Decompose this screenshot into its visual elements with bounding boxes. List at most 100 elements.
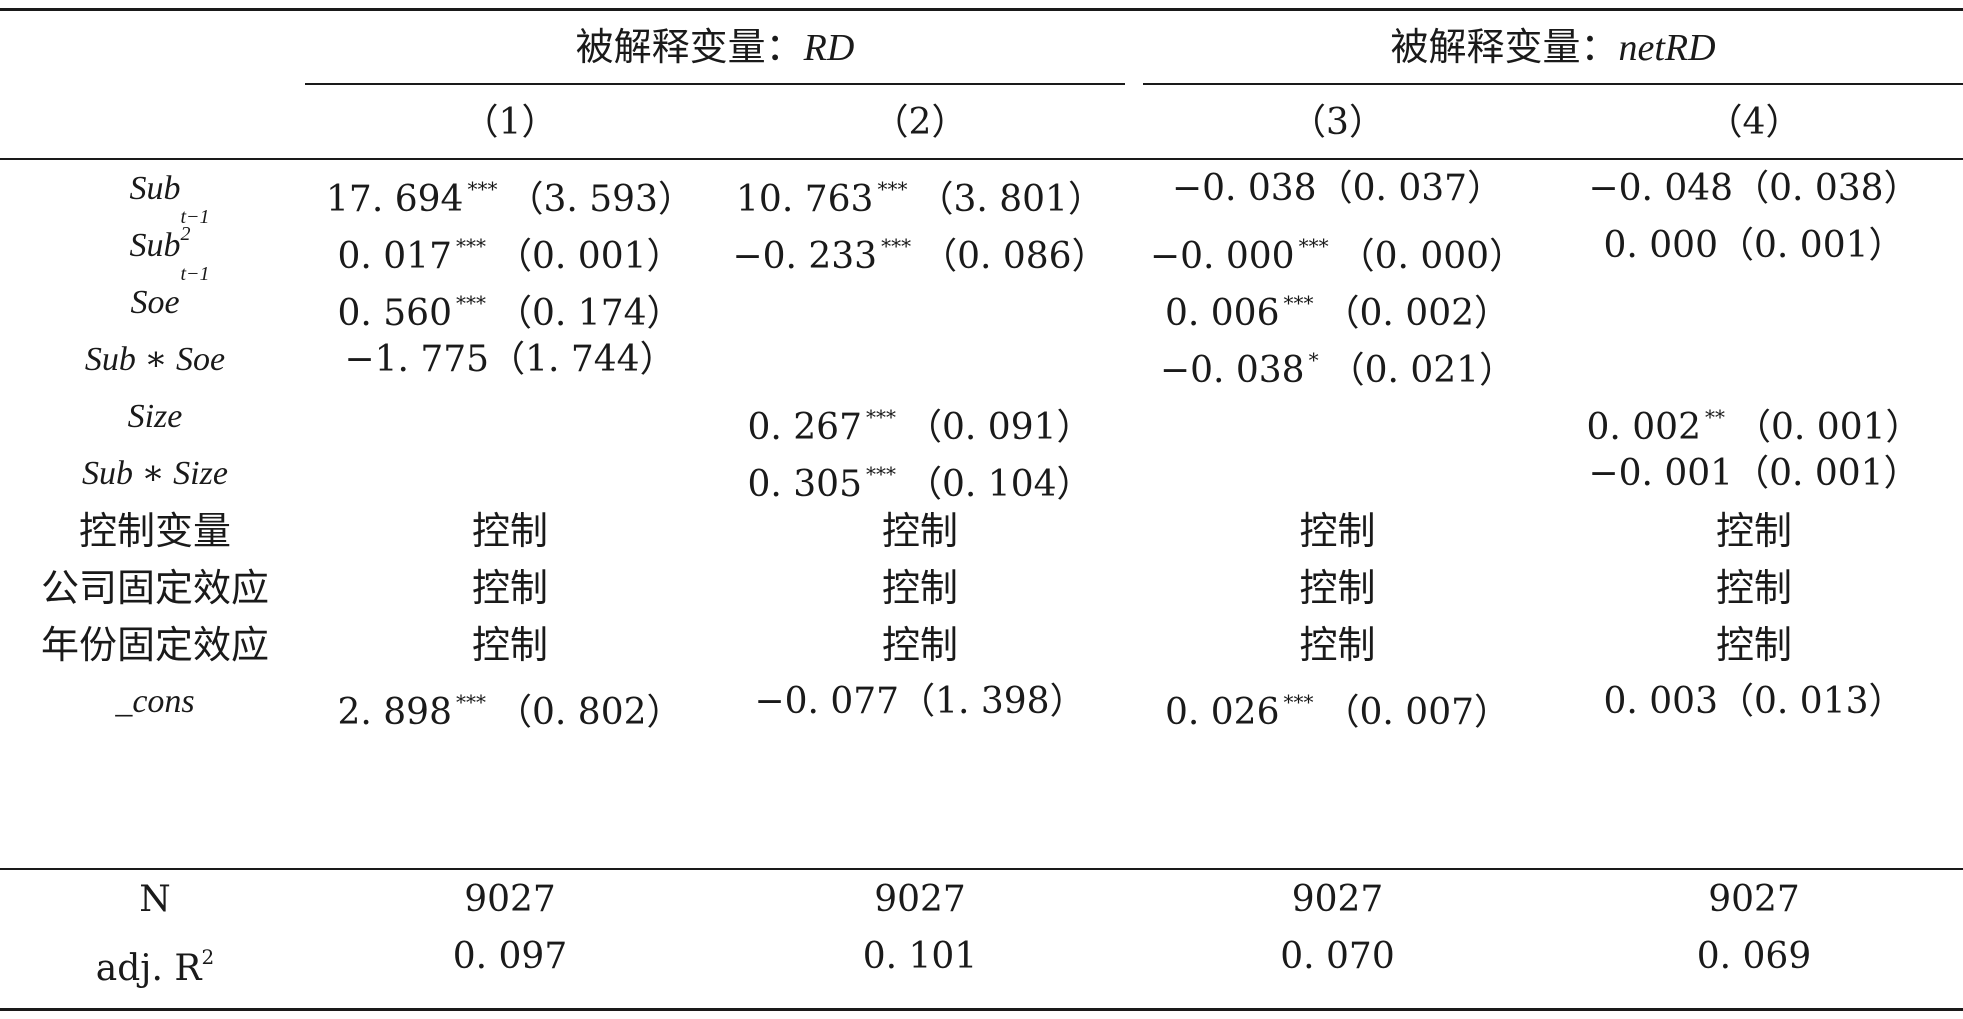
cell-coef: 控制 bbox=[1715, 623, 1792, 667]
table-cell: 控制 bbox=[305, 610, 715, 680]
col-header-2: （2） bbox=[872, 102, 968, 143]
table-cell: 控制 bbox=[305, 553, 715, 623]
cell-se: （3. 593） bbox=[507, 179, 694, 220]
col-header-1: （1） bbox=[462, 102, 558, 143]
cell-se: （0. 001） bbox=[1733, 453, 1920, 494]
cell-coef: 控制 bbox=[881, 623, 958, 667]
group-header-netrd: 被解释变量：netRD bbox=[1143, 12, 1963, 82]
table-cell: −0. 038（0. 037） bbox=[1130, 154, 1545, 224]
cell-coef: 17. 694 bbox=[326, 179, 464, 220]
cell-se: （0. 037） bbox=[1316, 168, 1504, 209]
footer-label-sup: 2 bbox=[201, 945, 215, 969]
cell-stars: * bbox=[1308, 348, 1319, 372]
table-cell: −0. 077（1. 398） bbox=[715, 667, 1125, 737]
cell-coef: 0. 003 bbox=[1603, 681, 1718, 722]
bottom-rule bbox=[0, 1008, 1963, 1011]
table-cell: 控制 bbox=[1545, 610, 1963, 680]
table-cell: 控制 bbox=[305, 496, 715, 566]
table-cell: −0. 038 * （0. 021） bbox=[1130, 325, 1545, 395]
cell-coef: −0. 000 bbox=[1149, 236, 1295, 277]
table-cell: 2. 898 *** （0. 802） bbox=[305, 667, 715, 737]
table-cell: 控制 bbox=[1545, 496, 1963, 566]
table-cell: 控制 bbox=[715, 553, 1125, 623]
table-cell: 0. 026 *** （0. 007） bbox=[1130, 667, 1545, 737]
table-cell: 控制 bbox=[1130, 496, 1545, 566]
table-cell: 0. 560 *** （0. 174） bbox=[305, 268, 715, 338]
cell-coef: −1. 775 bbox=[344, 339, 490, 380]
cell-coef: 控制 bbox=[1715, 509, 1792, 553]
cell-se: （0. 104） bbox=[906, 464, 1093, 505]
footer-label: N bbox=[0, 865, 310, 935]
table-cell: 10. 763 *** （3. 801） bbox=[715, 154, 1125, 224]
row-label-sub: t−1 bbox=[180, 206, 210, 228]
cell-coef: 0. 002 bbox=[1586, 407, 1701, 448]
cell-coef: 0. 560 bbox=[337, 293, 452, 334]
row-label-text: 公司固定效应 bbox=[40, 566, 269, 610]
table-cell: 控制 bbox=[1545, 553, 1963, 623]
cell-coef: −0. 048 bbox=[1588, 168, 1734, 209]
footer-label-text: N bbox=[139, 879, 171, 920]
cell-stars: *** bbox=[467, 177, 498, 201]
table-cell: −1. 775（1. 744） bbox=[305, 325, 715, 395]
footer-cell: 9027 bbox=[1291, 879, 1384, 920]
table-cell: 控制 bbox=[715, 496, 1125, 566]
cell-coef: 0. 000 bbox=[1603, 225, 1718, 266]
row-label: Size bbox=[0, 382, 310, 452]
cell-se: （1. 398） bbox=[899, 681, 1086, 722]
cell-coef: 控制 bbox=[471, 509, 548, 553]
cell-coef: 控制 bbox=[881, 566, 958, 610]
cell-coef: 控制 bbox=[471, 623, 548, 667]
row-label: _cons bbox=[0, 667, 310, 737]
row-label: 年份固定效应 bbox=[0, 610, 310, 680]
group-header-prefix: 被解释变量： bbox=[575, 25, 804, 69]
cell-se: （0. 802） bbox=[496, 692, 683, 733]
col-header-4: （4） bbox=[1706, 102, 1802, 143]
cell-coef: 控制 bbox=[471, 566, 548, 610]
table-cell: −0. 001（0. 001） bbox=[1545, 439, 1963, 509]
cell-coef: 控制 bbox=[1715, 566, 1792, 610]
cell-coef: 0. 267 bbox=[747, 407, 862, 448]
cell-se: （1. 744） bbox=[489, 339, 676, 380]
cell-stars: *** bbox=[877, 177, 908, 201]
cell-coef: 控制 bbox=[881, 509, 958, 553]
footer-cell: 0. 070 bbox=[1280, 936, 1395, 977]
cell-se: （0. 001） bbox=[496, 236, 683, 277]
group1-underline bbox=[305, 83, 1125, 85]
col-header-3: （3） bbox=[1290, 102, 1385, 143]
table-cell: 0. 267 *** （0. 091） bbox=[715, 382, 1125, 452]
table-cell: −0. 000 *** （0. 000） bbox=[1130, 211, 1545, 281]
cell-stars: *** bbox=[1283, 690, 1314, 714]
row-label-text: Sub t−1 bbox=[130, 154, 210, 228]
table-cell: 0. 305 *** （0. 104） bbox=[715, 439, 1125, 509]
row-label: Soe bbox=[0, 268, 310, 338]
cell-se: （0. 007） bbox=[1323, 692, 1511, 733]
cell-coef: −0. 077 bbox=[754, 681, 900, 722]
row-label-text: Soe bbox=[130, 284, 180, 321]
row-label-text: 控制变量 bbox=[78, 509, 231, 553]
cell-coef: −0. 038 bbox=[1159, 350, 1305, 391]
cell-se: （0. 013） bbox=[1718, 681, 1905, 722]
row-label-text: Sub 2 t−1 bbox=[130, 211, 210, 285]
row-label: 公司固定效应 bbox=[0, 553, 310, 623]
cell-stars: *** bbox=[866, 462, 896, 486]
footer-cell: 0. 069 bbox=[1696, 936, 1812, 977]
row-label: 控制变量 bbox=[0, 496, 310, 566]
row-label: Sub 2 t−1 bbox=[0, 211, 310, 285]
cell-se: （0. 000） bbox=[1338, 236, 1526, 277]
table-cell: 0. 002 ** （0. 001） bbox=[1545, 382, 1963, 452]
cell-se: （0. 174） bbox=[496, 293, 683, 334]
cell-coef: −0. 233 bbox=[732, 236, 878, 277]
group-header-var: netRD bbox=[1618, 27, 1716, 69]
cell-stars: *** bbox=[456, 690, 486, 714]
cell-stars: *** bbox=[866, 405, 896, 429]
cell-stars: ** bbox=[1705, 405, 1725, 429]
table-cell: 0. 000（0. 001） bbox=[1545, 211, 1963, 281]
footer-label-text: adj. R bbox=[95, 948, 202, 989]
footer-label: adj. R2 bbox=[0, 922, 310, 992]
group2-underline bbox=[1143, 83, 1963, 85]
cell-coef: 0. 017 bbox=[337, 236, 452, 277]
cell-stars: *** bbox=[1283, 291, 1314, 315]
row-label-text: Sub ∗ Soe bbox=[84, 341, 226, 378]
row-label-sub: t−1 bbox=[180, 263, 210, 285]
